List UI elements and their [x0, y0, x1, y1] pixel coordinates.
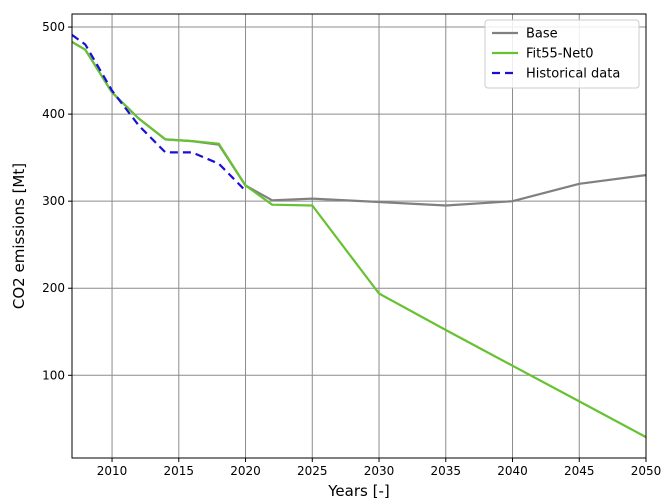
x-tick-label: 2030	[364, 464, 395, 478]
x-tick-label: 2025	[297, 464, 328, 478]
x-tick-label: 2035	[430, 464, 461, 478]
plot-frame	[71, 13, 647, 459]
x-tick-label: 2045	[564, 464, 595, 478]
axis-ticks: 2010 2015 2020 2025 2030 2035 2040 2045 2050 100 2…	[42, 20, 661, 478]
legend-label: Base	[526, 27, 558, 42]
legend-label: Historical data	[526, 67, 620, 82]
series-line-fit55-net0	[71, 40, 647, 439]
x-tick-label: 2010	[97, 464, 128, 478]
y-axis-title: CO2 emissions [Mt]	[10, 163, 28, 309]
series-layer	[71, 34, 647, 439]
y-tick-label: 400	[42, 107, 65, 121]
x-tick-label: 2050	[631, 464, 662, 478]
x-axis-title: Years [-]	[327, 482, 389, 500]
x-tick-label: 2040	[497, 464, 528, 478]
y-tick-label: 500	[42, 20, 65, 34]
y-tick-label: 300	[42, 194, 65, 208]
y-tick-label: 100	[42, 368, 65, 382]
legend-label: Fit55-Net0	[526, 47, 594, 62]
y-tick-label: 200	[42, 281, 65, 295]
series-line-historical-data	[71, 34, 247, 192]
legend: Base Fit55-Net0 Historical data	[484, 19, 640, 89]
x-tick-label: 2020	[230, 464, 261, 478]
legend-box	[484, 19, 640, 89]
x-tick-label: 2015	[164, 464, 195, 478]
